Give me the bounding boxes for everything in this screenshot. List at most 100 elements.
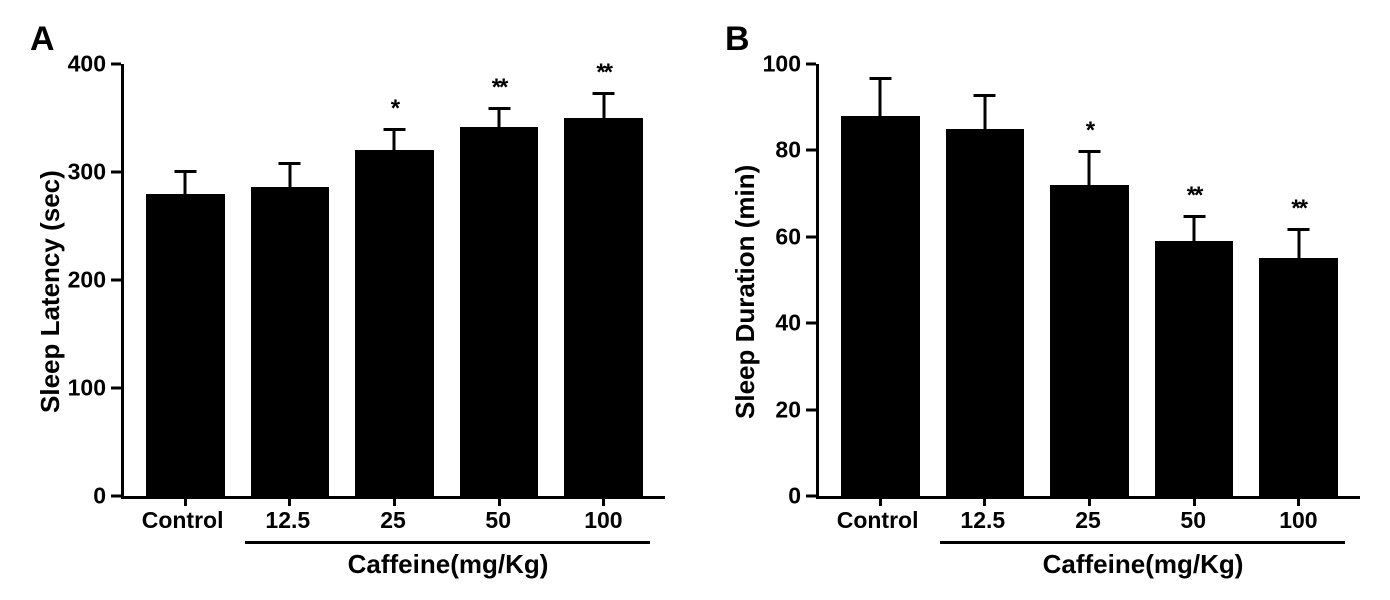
y-tick-label: 100 [761, 51, 801, 78]
bar: ** [1259, 258, 1338, 496]
x-label: 100 [557, 507, 650, 534]
x-label: 25 [346, 507, 439, 534]
y-tick: 0 [761, 483, 816, 510]
x-tick-mark [1193, 496, 1196, 506]
x-label: Control [136, 507, 229, 534]
error-bar [184, 170, 187, 194]
xgroup-spacer [136, 536, 233, 544]
panel-b-xticks [819, 496, 1360, 506]
y-tick-label: 60 [761, 223, 801, 250]
y-tick-label: 100 [66, 375, 106, 402]
y-tick: 20 [761, 396, 816, 423]
y-tick-mark [111, 171, 121, 174]
x-tick-mark [393, 496, 396, 506]
x-tick-item [1043, 496, 1136, 506]
x-tick-mark [983, 496, 986, 506]
y-tick-mark [806, 408, 816, 411]
y-tick: 400 [66, 51, 121, 78]
significance-marker: ** [1291, 195, 1306, 223]
panel-b-label: B [725, 20, 1360, 59]
panel-b-ylabel: Sleep Duration (min) [725, 64, 766, 520]
y-tick: 60 [761, 223, 816, 250]
x-tick-mark [184, 496, 187, 506]
error-bar [393, 128, 396, 151]
significance-marker: ** [596, 59, 611, 87]
y-tick: 100 [761, 51, 816, 78]
significance-marker: ** [492, 74, 507, 102]
y-tick-label: 40 [761, 310, 801, 337]
x-tick-item [348, 496, 441, 506]
x-tick-mark [1088, 496, 1091, 506]
y-tick-mark [111, 495, 121, 498]
y-tick: 40 [761, 310, 816, 337]
x-label: 25 [1041, 507, 1134, 534]
panel-a-xtitle: Caffeine(mg/Kg) [231, 549, 665, 580]
x-tick-mark [879, 496, 882, 506]
bar: ** [460, 127, 539, 496]
x-tick-item [139, 496, 232, 506]
error-cap [593, 92, 615, 95]
panel-a: A Sleep Latency (sec) 0100200300400 ****… [30, 20, 665, 580]
bar [146, 194, 225, 496]
x-label: 12.5 [936, 507, 1029, 534]
bar-group: ** [1148, 64, 1241, 496]
y-tick-label: 0 [66, 483, 106, 510]
xgroup-line [245, 541, 650, 544]
panel-a-bars: ***** [124, 64, 665, 496]
error-cap [383, 128, 405, 131]
y-tick: 80 [761, 137, 816, 164]
x-label: 50 [452, 507, 545, 534]
bar-group: ** [1252, 64, 1345, 496]
error-cap [279, 162, 301, 165]
bar [841, 116, 920, 496]
error-cap [1078, 150, 1100, 153]
y-tick-label: 20 [761, 396, 801, 423]
bar-group: ** [453, 64, 546, 496]
y-tick: 300 [66, 159, 121, 186]
x-tick-item [834, 496, 927, 506]
bar: ** [1155, 241, 1234, 496]
x-tick-mark [1297, 496, 1300, 506]
x-tick-item [244, 496, 337, 506]
error-cap [974, 94, 996, 97]
y-tick-mark [806, 63, 816, 66]
y-tick-mark [111, 279, 121, 282]
y-tick-mark [806, 322, 816, 325]
y-tick-mark [806, 495, 816, 498]
bar-group: * [1043, 64, 1136, 496]
error-bar [1297, 228, 1300, 258]
panel-a-label: A [30, 20, 665, 59]
panel-b-xtitle: Caffeine(mg/Kg) [926, 549, 1360, 580]
error-cap [1183, 215, 1205, 218]
error-bar [879, 77, 882, 116]
bar: ** [564, 118, 643, 496]
panel-b-yticks: 020406080100 [761, 64, 816, 496]
significance-marker: ** [1187, 182, 1202, 210]
x-label: 50 [1147, 507, 1240, 534]
error-bar [983, 94, 986, 129]
error-bar [288, 162, 291, 187]
error-cap [174, 170, 196, 173]
x-tick-mark [602, 496, 605, 506]
y-tick-label: 0 [761, 483, 801, 510]
panel-a-xticks [124, 496, 665, 506]
panel-b-bars: ***** [819, 64, 1360, 496]
x-label: 12.5 [241, 507, 334, 534]
panel-b: B Sleep Duration (min) 020406080100 ****… [725, 20, 1360, 580]
x-label: 100 [1252, 507, 1345, 534]
bar-group [939, 64, 1032, 496]
error-bar [1088, 150, 1091, 185]
bar: * [355, 150, 434, 496]
x-tick-item [453, 496, 546, 506]
error-bar [602, 92, 605, 118]
y-tick: 200 [66, 267, 121, 294]
panel-a-xgroup [121, 534, 665, 544]
error-bar [1193, 215, 1196, 241]
y-tick-label: 80 [761, 137, 801, 164]
bar-group: * [348, 64, 441, 496]
error-cap [488, 107, 510, 110]
bar: * [1050, 185, 1129, 496]
bar-group [139, 64, 232, 496]
significance-marker: * [1086, 117, 1093, 145]
bar-group: ** [557, 64, 650, 496]
